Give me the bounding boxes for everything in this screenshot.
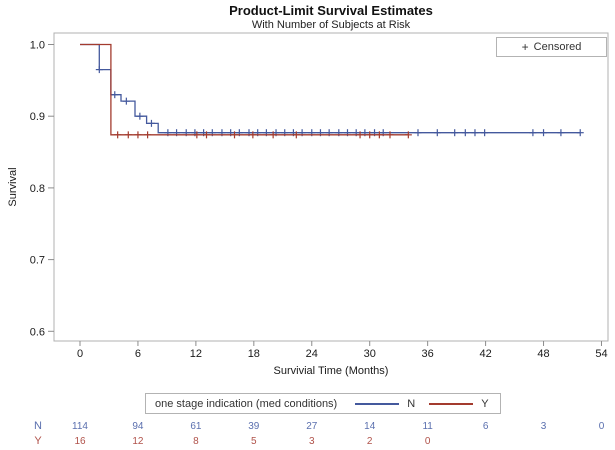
x-axis-label: Survivial Time (Months) bbox=[273, 365, 389, 377]
at-risk-value: 6 bbox=[483, 421, 489, 432]
y-tick-label: 0.8 bbox=[30, 183, 45, 195]
at-risk-value: 12 bbox=[132, 436, 144, 447]
legend-line-sample-y bbox=[429, 402, 474, 405]
y-tick-label: 0.6 bbox=[30, 326, 45, 338]
at-risk-value: 61 bbox=[190, 421, 202, 432]
at-risk-value: 94 bbox=[132, 421, 144, 432]
y-tick-label: 0.7 bbox=[30, 255, 45, 267]
y-axis-label: Survival bbox=[7, 167, 19, 207]
at-risk-value: 8 bbox=[193, 436, 199, 447]
x-tick-label: 24 bbox=[306, 348, 318, 360]
x-tick-label: 6 bbox=[135, 348, 141, 360]
series-curve-N bbox=[80, 43, 581, 134]
censor-plus-icon: + bbox=[521, 40, 529, 54]
x-tick-label: 18 bbox=[248, 348, 260, 360]
at-risk-value: 3 bbox=[309, 436, 315, 447]
legend-line-sample-n bbox=[355, 402, 400, 405]
censored-legend-box: + Censored bbox=[496, 37, 607, 57]
at-risk-value: 16 bbox=[74, 436, 86, 447]
at-risk-value: 3 bbox=[541, 421, 547, 432]
x-tick-label: 36 bbox=[422, 348, 434, 360]
x-tick-label: 12 bbox=[190, 348, 202, 360]
at-risk-value: 11 bbox=[422, 421, 433, 432]
at-risk-value: 0 bbox=[425, 436, 431, 447]
group-legend-box: one stage indication (med conditions) N … bbox=[145, 393, 501, 414]
x-tick-label: 30 bbox=[364, 348, 376, 360]
at-risk-row-label-Y: Y bbox=[34, 435, 42, 447]
legend-entry-y: Y bbox=[429, 397, 489, 410]
x-tick-label: 42 bbox=[479, 348, 491, 360]
legend-entry-n: N bbox=[355, 398, 415, 410]
x-tick-label: 54 bbox=[595, 348, 607, 360]
legend-label-n: N bbox=[407, 397, 416, 410]
plot-frame bbox=[53, 32, 609, 342]
censored-legend-label: Censored bbox=[533, 41, 582, 53]
at-risk-row-label-N: N bbox=[34, 420, 42, 432]
at-risk-value: 0 bbox=[599, 421, 605, 432]
legend-label-y: Y bbox=[481, 397, 489, 410]
series-curve-Y bbox=[80, 43, 409, 136]
chart-subtitle: With Number of Subjects at Risk bbox=[251, 19, 411, 31]
y-tick-label: 0.9 bbox=[30, 111, 45, 123]
at-risk-value: 114 bbox=[72, 421, 88, 432]
at-risk-value: 2 bbox=[367, 436, 373, 447]
x-tick-label: 48 bbox=[537, 348, 549, 360]
at-risk-value: 14 bbox=[364, 421, 376, 432]
chart-title: Product-Limit Survival Estimates bbox=[229, 3, 433, 18]
at-risk-value: 5 bbox=[251, 436, 257, 447]
at-risk-value: 39 bbox=[248, 421, 260, 432]
legend-title: one stage indication (med conditions) bbox=[155, 397, 338, 410]
y-tick-label: 1.0 bbox=[30, 40, 45, 52]
x-tick-label: 0 bbox=[77, 348, 83, 360]
at-risk-value: 27 bbox=[306, 421, 318, 432]
